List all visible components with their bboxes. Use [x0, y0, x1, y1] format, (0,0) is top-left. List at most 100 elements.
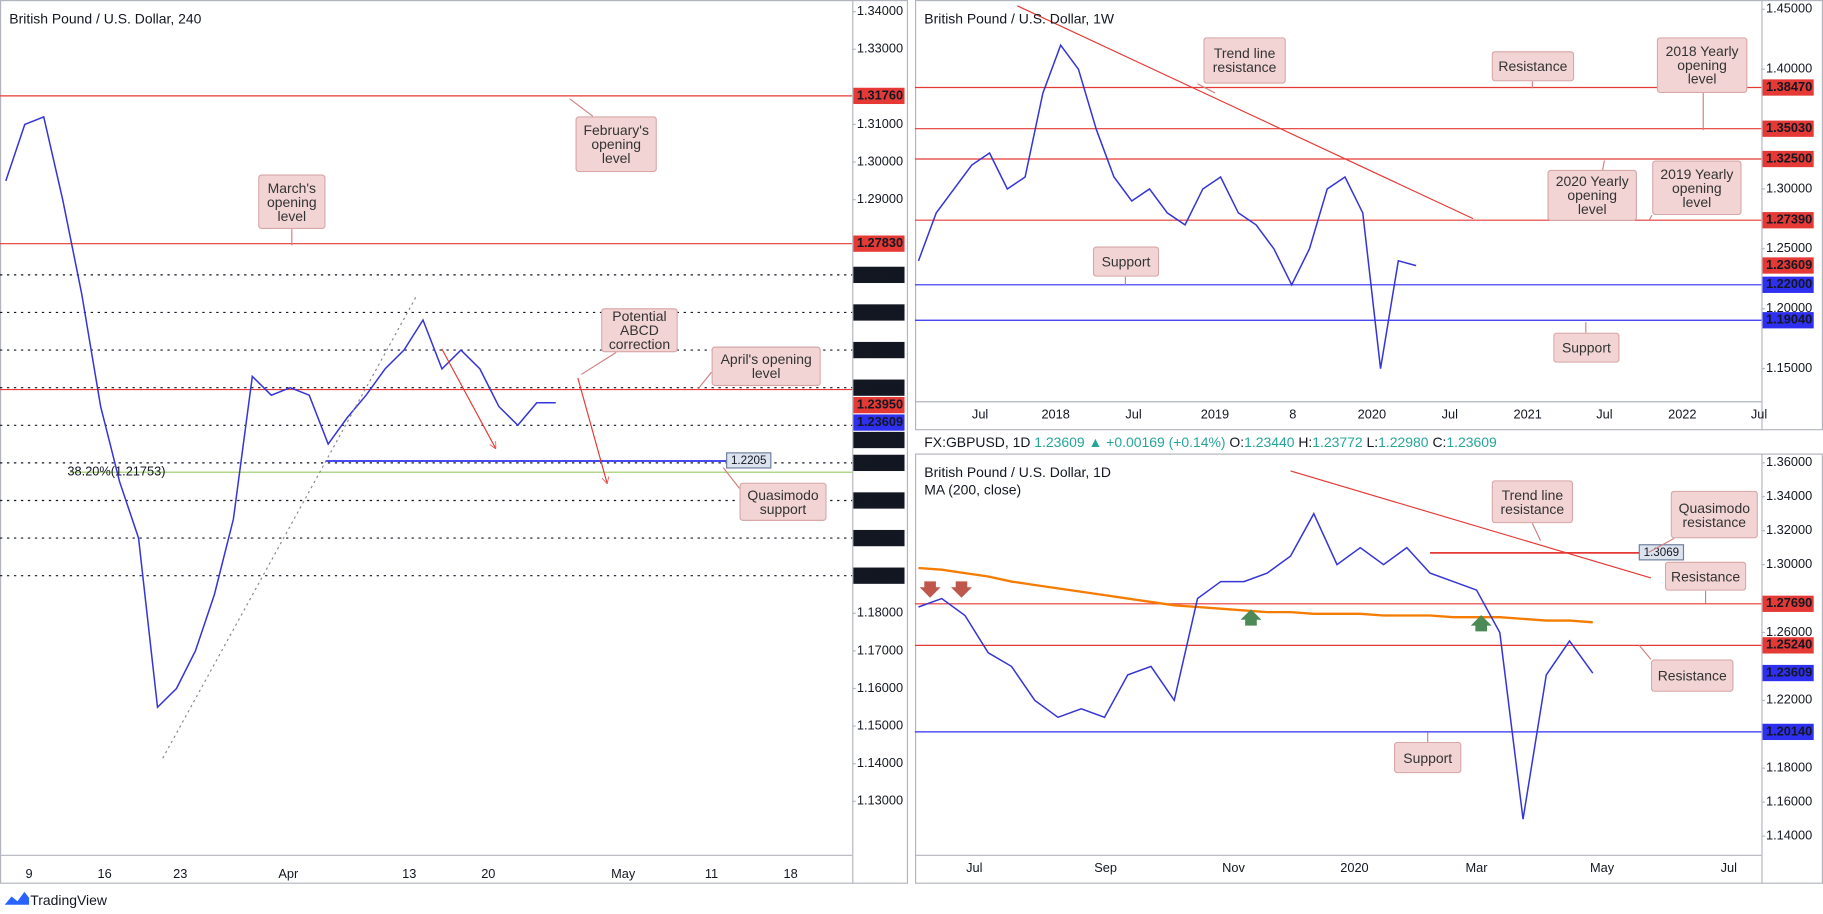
down-arrow-icon [951, 581, 972, 598]
annotation-text: February's opening level [575, 116, 657, 173]
y-tick-label: 1.34000 [1766, 488, 1812, 503]
y-tick-label: 1.36000 [1766, 454, 1812, 469]
annotation-text: March's opening level [258, 174, 326, 230]
panel-title: British Pound / U.S. Dollar, 1W [924, 10, 1115, 26]
annotation-text: Support [1092, 246, 1160, 277]
annotation-text: 2020 Yearly opening level [1547, 169, 1637, 221]
level-price-text: 1.23609 [1766, 257, 1812, 272]
annotation: April's opening level [711, 346, 821, 387]
level-price-text: 1.25000 [857, 341, 903, 356]
y-tick-label: 1.40000 [1766, 61, 1812, 76]
y-tick-label: 1.30000 [1766, 556, 1812, 571]
annotation: Support [1393, 741, 1462, 774]
annotation: Trend line resistance [1203, 37, 1286, 84]
x-tick-label: 20 [481, 866, 495, 881]
x-tick-label: 11 [705, 866, 718, 881]
x-tick-label: 2018 [1041, 407, 1069, 422]
y-tick-label: 1.16000 [1766, 794, 1812, 809]
level-price-label [1762, 150, 1814, 168]
level-price-text: 1.24000 [857, 379, 903, 394]
y-tick-label: 1.22000 [1766, 692, 1812, 707]
y-tick-label: 1.33000 [857, 41, 903, 56]
level-price-text: 1.20140 [1766, 723, 1812, 738]
annotation: Resistance [1491, 51, 1575, 82]
x-tick-label: Jul [966, 860, 982, 875]
level-price-text: 1.22000 [857, 454, 903, 469]
symbol: FX:GBPUSD, 1D [924, 434, 1030, 450]
panel-frame [914, 0, 1823, 431]
level-price-text: 1.23000 [857, 431, 903, 446]
low-label: L: [1367, 434, 1379, 450]
level-price-label [853, 492, 905, 509]
level-price-label [853, 529, 905, 547]
level-price-text: 1.22000 [1766, 276, 1812, 291]
annotation-pointer [1531, 523, 1542, 541]
symbol-header: FX:GBPUSD, 1D 1.23609 ▲ +0.00169 (+0.14%… [924, 434, 1497, 450]
level-price-label [1762, 312, 1814, 329]
annotation: Support [1092, 246, 1160, 277]
annotation-pointer [1638, 645, 1652, 660]
level-price-label [853, 341, 905, 359]
level-price-label [853, 454, 905, 472]
y-tick-label: 1.45000 [1766, 1, 1812, 16]
level-price-label [1762, 664, 1814, 682]
level-price-label [853, 87, 905, 105]
level-price-text: 1.27830 [857, 235, 903, 250]
level-price-label [1762, 637, 1814, 654]
level-price-text: 1.19000 [857, 567, 903, 582]
y-tick-label: 1.29000 [857, 191, 903, 206]
x-tick-label: May [611, 866, 636, 881]
level-price-label [853, 379, 905, 396]
annotation-text: 2019 Yearly opening level [1652, 160, 1742, 216]
annotation: Resistance [1650, 659, 1734, 692]
level-price-text: 1.21000 [857, 492, 903, 507]
annotation-pointer [1197, 83, 1216, 94]
x-tick-label: 23 [173, 866, 187, 881]
x-tick-label: 8 [1289, 407, 1296, 422]
level-price-label [1762, 723, 1814, 741]
annotation-text: Resistance [1491, 51, 1575, 82]
y-tick-label: 1.20000 [1766, 300, 1812, 315]
y-tick-label: 1.26000 [1766, 624, 1812, 639]
y-tick-label: 1.34000 [857, 3, 903, 18]
close-value: 1.23609 [1446, 434, 1497, 450]
level-price-label [853, 266, 905, 284]
y-tick-label: 1.15000 [857, 717, 903, 732]
level-price-label [853, 235, 905, 252]
level-price-text: 1.25240 [1766, 637, 1812, 652]
level-price-text: 1.23609 [1766, 664, 1812, 679]
level-price-text: 1.32500 [1766, 150, 1812, 165]
level-price-label [853, 567, 905, 584]
level-price-text: 1.23950 [857, 396, 903, 411]
level-price-label [1762, 120, 1814, 137]
annotation-text: 2018 Yearly opening level [1656, 37, 1748, 94]
annotation: Potential ABCD correction [601, 308, 678, 353]
annotation: 2018 Yearly opening level [1656, 37, 1748, 94]
y-tick-label: 1.17000 [857, 642, 903, 657]
annotation-pointer [1648, 537, 1675, 553]
level-tag [726, 452, 772, 469]
open-label: O: [1229, 434, 1244, 450]
high-label: H: [1298, 434, 1312, 450]
annotation: Trend line resistance [1491, 480, 1574, 524]
projection-arrow [577, 377, 607, 483]
low-value: 1.22980 [1378, 434, 1429, 450]
x-tick-label: 2020 [1340, 860, 1368, 875]
annotation: Quasimodo resistance [1670, 490, 1758, 539]
x-tick-label: Jul [1596, 407, 1612, 422]
annotation-text: Support [1553, 332, 1620, 363]
x-tick-label: Jul [1442, 407, 1458, 422]
x-tick-label: Mar [1466, 860, 1489, 875]
level-price-label [1762, 595, 1814, 612]
y-tick-label: 1.13000 [857, 793, 903, 808]
level-price-label [853, 396, 905, 414]
annotation-pointer [1648, 214, 1653, 222]
x-tick-label: Jul [1721, 860, 1737, 875]
y-tick-label: 1.16000 [857, 680, 903, 695]
x-tick-label: 2019 [1201, 407, 1229, 422]
annotation-pointer [722, 467, 740, 489]
level-price-label [853, 414, 905, 431]
logo-icon [4, 891, 30, 905]
annotation-text: Quasimodo support [739, 482, 827, 521]
price-change: ▲ +0.00169 (+0.14%) [1089, 434, 1226, 450]
